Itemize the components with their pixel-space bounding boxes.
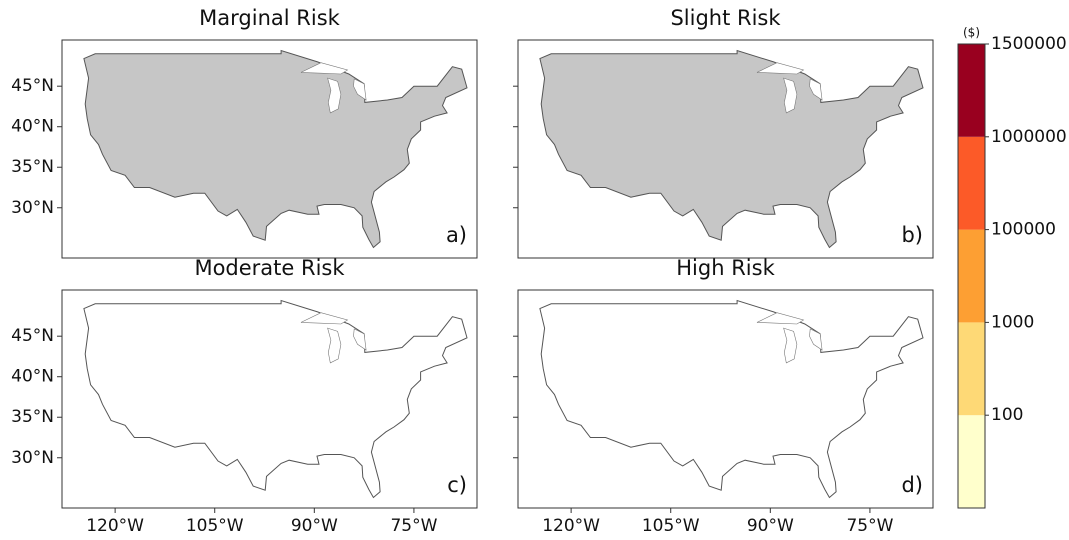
y-tick-label: 40°N: [11, 117, 54, 137]
colorbar-tick-label: 1000: [991, 312, 1034, 332]
colorbar-tick-label: 1000000: [991, 127, 1067, 147]
colorbar-bin: [958, 44, 985, 137]
y-tick-label: 35°N: [11, 157, 54, 177]
x-tick-label: 120°W: [86, 516, 144, 536]
us-outline: [84, 51, 467, 248]
map-panel: Marginal Risk a) 30°N 35°N 40°N 45°N: [11, 6, 477, 258]
panel-label: b): [901, 223, 923, 247]
us-outline: [540, 51, 923, 248]
colorbar-bin: [958, 415, 985, 508]
us-outline: [540, 301, 923, 498]
colorbar-bin: [958, 322, 985, 415]
x-tick-label: 75°W: [390, 516, 437, 536]
panel-label: d): [901, 473, 923, 497]
x-tick-label: 105°W: [642, 516, 700, 536]
panel-title: Moderate Risk: [194, 256, 345, 280]
x-tick-label: 90°W: [291, 516, 338, 536]
map-panel: Slight Risk b): [513, 6, 933, 258]
map-panel: High Risk d) 120°W 105°W 90°W 75°W: [513, 256, 933, 536]
figure: Marginal Risk a) 30°N 35°N 40°N 45°N Slight Ri…: [0, 0, 1069, 540]
panel-label: c): [447, 473, 467, 497]
x-tick-label: 90°W: [747, 516, 794, 536]
panel-title: High Risk: [676, 256, 775, 280]
map-panel: Moderate Risk c) 30°N 35°N 40°N 45°N 120°W 105°…: [11, 256, 477, 536]
x-tick-label: 75°W: [846, 516, 893, 536]
x-tick-label: 120°W: [542, 516, 600, 536]
colorbar-tick-label: 100: [991, 405, 1023, 425]
y-tick-label: 30°N: [11, 198, 54, 218]
x-tick-label: 105°W: [186, 516, 244, 536]
panel-label: a): [446, 223, 467, 247]
y-tick-label: 45°N: [11, 326, 54, 346]
y-tick-label: 40°N: [11, 367, 54, 387]
colorbar-tick-label: 100000: [991, 220, 1056, 240]
panel-title: Slight Risk: [670, 6, 781, 30]
y-tick-label: 30°N: [11, 448, 54, 468]
us-outline: [84, 301, 467, 498]
colorbar-label: ($): [963, 26, 980, 40]
y-tick-label: 45°N: [11, 76, 54, 96]
colorbar-bin: [958, 137, 985, 230]
y-tick-label: 35°N: [11, 407, 54, 427]
colorbar-tick-label: 1500000: [991, 34, 1067, 54]
colorbar-bin: [958, 230, 985, 323]
panel-title: Marginal Risk: [199, 6, 340, 30]
